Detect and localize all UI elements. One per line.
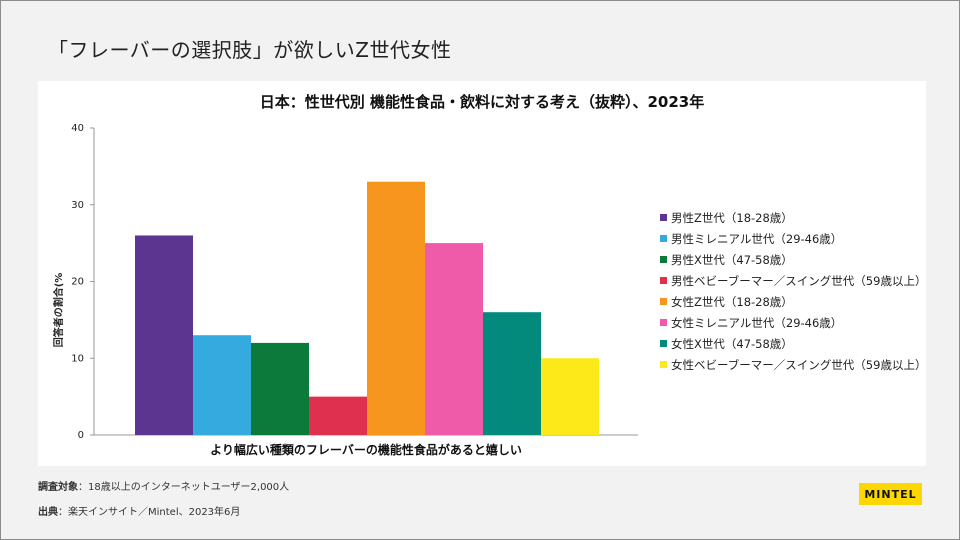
bar-6 xyxy=(425,243,483,435)
x-axis-label: より幅広い種類のフレーバーの機能性食品があると嬉しい xyxy=(210,442,522,457)
survey-target-label: 調査対象 xyxy=(38,482,78,493)
source-text: ：楽天インサイト／Mintel、2023年6月 xyxy=(58,507,241,518)
legend-label: 男性Z世代（18-28歳） xyxy=(671,210,793,225)
y-tick-label: 40 xyxy=(71,123,84,134)
legend: 男性Z世代（18-28歳） 男性ミレニアル世代（29-46歳） 男性X世代（47-5… xyxy=(660,207,926,375)
legend-swatch xyxy=(660,319,667,326)
slide-title: 「フレーバーの選択肢」が欲しいZ世代女性 xyxy=(48,38,452,62)
bar-5 xyxy=(367,181,425,435)
legend-item: 男性X世代（47-58歳） xyxy=(660,249,926,270)
survey-target-note: 調査対象：18歳以上のインターネットユーザー2,000人 xyxy=(38,478,289,493)
bar-7 xyxy=(483,312,541,435)
bar-4 xyxy=(309,396,367,435)
chart-title: 日本：性世代別 機能性食品・飲料に対する考え（抜粋）、2023年 xyxy=(259,93,705,111)
legend-item: 女性Z世代（18-28歳） xyxy=(660,291,926,312)
legend-label: 男性ミレニアル世代（29-46歳） xyxy=(671,231,843,246)
legend-label: 女性ミレニアル世代（29-46歳） xyxy=(671,315,843,330)
bars xyxy=(135,181,599,435)
legend-swatch xyxy=(660,277,667,284)
chart-panel: 日本：性世代別 機能性食品・飲料に対する考え（抜粋）、2023年 0 10 20 30… xyxy=(38,81,926,466)
legend-item: 女性ベビーブーマー／スイング世代（59歳以上） xyxy=(660,354,926,375)
bar-chart: 0 10 20 30 40 回答者の割合(% より幅広い種類のフレーバーの機能性食品があ… xyxy=(52,123,638,457)
survey-target-text: ：18歳以上のインターネットユーザー2,000人 xyxy=(78,482,290,493)
bar-8 xyxy=(541,358,599,435)
legend-swatch xyxy=(660,256,667,263)
bar-1 xyxy=(135,235,193,435)
y-tick-label: 20 xyxy=(71,277,84,288)
y-axis-label: 回答者の割合(% xyxy=(52,273,65,348)
source-note: 出典：楽天インサイト／Mintel、2023年6月 xyxy=(38,503,240,518)
y-tick-label: 10 xyxy=(71,353,84,364)
legend-item: 男性ベビーブーマー／スイング世代（59歳以上） xyxy=(660,270,926,291)
legend-label: 女性Z世代（18-28歳） xyxy=(671,294,793,309)
y-tick-label: 0 xyxy=(78,430,84,441)
mintel-logo: MINTEL xyxy=(859,483,922,505)
legend-item: 男性ミレニアル世代（29-46歳） xyxy=(660,228,926,249)
legend-item: 女性X世代（47-58歳） xyxy=(660,333,926,354)
source-label: 出典 xyxy=(38,507,58,518)
legend-swatch xyxy=(660,214,667,221)
legend-label: 男性ベビーブーマー／スイング世代（59歳以上） xyxy=(671,273,927,288)
legend-swatch xyxy=(660,235,667,242)
legend-label: 女性X世代（47-58歳） xyxy=(671,336,793,351)
bar-3 xyxy=(251,342,309,435)
legend-label: 男性X世代（47-58歳） xyxy=(671,252,793,267)
legend-swatch xyxy=(660,298,667,305)
legend-item: 女性ミレニアル世代（29-46歳） xyxy=(660,312,926,333)
legend-swatch xyxy=(660,361,667,368)
y-tick-label: 30 xyxy=(71,200,84,211)
legend-swatch xyxy=(660,340,667,347)
legend-item: 男性Z世代（18-28歳） xyxy=(660,207,926,228)
legend-label: 女性ベビーブーマー／スイング世代（59歳以上） xyxy=(671,357,927,372)
bar-2 xyxy=(193,335,251,435)
